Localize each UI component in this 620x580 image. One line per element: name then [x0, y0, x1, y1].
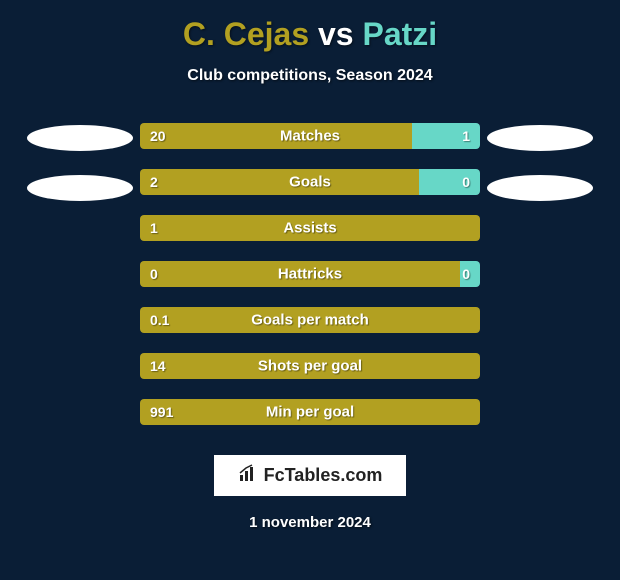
- chart-icon: [238, 463, 258, 488]
- stat-bar-left: [140, 123, 412, 149]
- stat-value-left: 0.1: [150, 312, 169, 328]
- stat-label: Assists: [283, 220, 336, 237]
- team-badge-placeholder: [27, 125, 133, 151]
- attribution-text: FcTables.com: [264, 465, 383, 486]
- stat-bar: Hattricks 0 0: [140, 261, 480, 287]
- stat-label: Goals: [289, 174, 331, 191]
- stat-bar-right: [419, 169, 480, 195]
- bars-column: Matches201Goals20Assists1Hattricks00Goal…: [140, 123, 480, 425]
- team-badge-placeholder: [487, 175, 593, 201]
- stat-bar: Goals 2 0: [140, 169, 480, 195]
- stat-label: Shots per goal: [258, 358, 362, 375]
- stat-label: Min per goal: [266, 404, 354, 421]
- stat-value-left: 1: [150, 220, 158, 236]
- title-player1: C. Cejas: [183, 16, 309, 52]
- stat-value-right: 0: [462, 266, 470, 282]
- stat-label: Hattricks: [278, 266, 342, 283]
- subtitle: Club competitions, Season 2024: [187, 67, 432, 85]
- team-badge-placeholder: [27, 175, 133, 201]
- title-player2: Patzi: [362, 16, 437, 52]
- right-badge-column: [480, 123, 600, 225]
- team-badge-placeholder: [487, 125, 593, 151]
- stat-bar: Shots per goal 14: [140, 353, 480, 379]
- stat-bar: Matches 20 1: [140, 123, 480, 149]
- stat-value-right: 1: [462, 128, 470, 144]
- comparison-container: C. Cejas vs Patzi Club competitions, Sea…: [0, 0, 620, 580]
- chart-area: Matches201Goals20Assists1Hattricks00Goal…: [0, 123, 620, 425]
- stat-value-left: 2: [150, 174, 158, 190]
- stat-value-left: 14: [150, 358, 166, 374]
- stat-bar: Assists 1: [140, 215, 480, 241]
- stat-bar: Min per goal 991: [140, 399, 480, 425]
- stat-label: Matches: [280, 128, 340, 145]
- stat-value-right: 0: [462, 174, 470, 190]
- stat-label: Goals per match: [251, 312, 369, 329]
- date-text: 1 november 2024: [249, 514, 371, 531]
- stat-value-left: 991: [150, 404, 173, 420]
- stat-value-left: 0: [150, 266, 158, 282]
- stat-bar-left: [140, 169, 419, 195]
- page-title: C. Cejas vs Patzi: [183, 16, 437, 53]
- attribution-badge: FcTables.com: [214, 455, 407, 496]
- title-vs: vs: [309, 16, 362, 52]
- stat-value-left: 20: [150, 128, 166, 144]
- left-badge-column: [20, 123, 140, 225]
- stat-bar: Goals per match 0.1: [140, 307, 480, 333]
